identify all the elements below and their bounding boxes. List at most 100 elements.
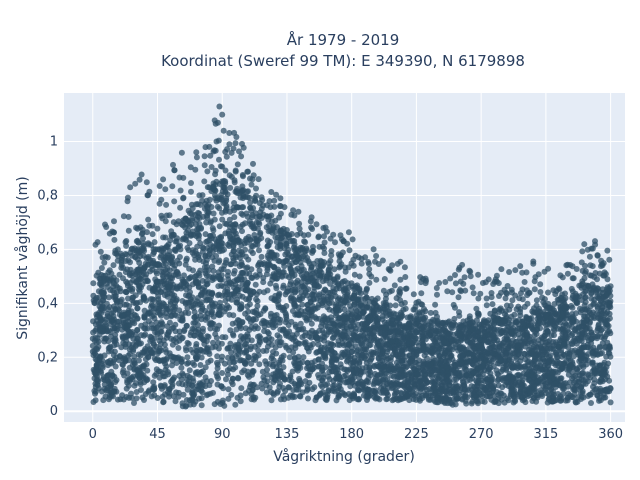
data-point xyxy=(163,280,170,287)
data-point xyxy=(333,285,340,292)
data-point xyxy=(453,393,460,400)
data-point xyxy=(280,352,287,359)
data-point xyxy=(187,346,194,353)
data-point xyxy=(481,387,488,394)
data-point xyxy=(275,268,282,275)
data-point xyxy=(199,389,206,396)
data-point xyxy=(384,324,391,331)
data-point xyxy=(183,255,190,262)
data-point xyxy=(133,395,140,402)
data-point xyxy=(340,314,347,321)
data-point xyxy=(91,369,98,376)
data-point xyxy=(530,395,537,402)
data-point xyxy=(226,208,233,215)
data-point xyxy=(134,327,141,334)
data-point xyxy=(402,325,409,331)
data-point xyxy=(524,371,531,378)
data-point xyxy=(255,261,262,268)
data-point xyxy=(214,353,221,360)
data-point xyxy=(326,369,333,376)
data-point xyxy=(210,268,217,274)
data-point xyxy=(118,312,125,319)
data-point xyxy=(412,390,419,397)
data-point xyxy=(219,209,225,216)
data-point xyxy=(449,401,456,408)
data-point xyxy=(332,368,339,375)
data-point xyxy=(383,396,390,403)
data-point xyxy=(452,381,459,388)
data-point xyxy=(602,343,609,350)
data-point xyxy=(319,317,326,324)
data-point xyxy=(414,371,421,378)
data-point xyxy=(285,333,292,340)
data-point xyxy=(98,310,105,317)
data-point xyxy=(141,307,148,314)
data-point xyxy=(441,339,448,346)
data-point xyxy=(142,325,149,332)
data-point xyxy=(268,310,274,317)
data-point xyxy=(205,333,212,340)
data-point xyxy=(263,224,270,231)
data-point xyxy=(224,241,231,248)
data-point xyxy=(129,294,136,301)
data-point xyxy=(131,359,138,366)
data-point xyxy=(372,349,379,356)
data-point xyxy=(525,386,532,393)
data-point xyxy=(494,326,500,333)
data-point xyxy=(224,272,231,279)
data-point xyxy=(209,291,215,297)
data-point xyxy=(181,272,187,279)
data-point xyxy=(178,364,185,371)
data-point xyxy=(572,399,579,406)
data-point xyxy=(541,332,548,339)
data-point xyxy=(311,384,318,391)
data-point xyxy=(198,395,205,402)
data-point xyxy=(602,320,609,327)
data-point xyxy=(577,356,584,362)
data-point xyxy=(579,370,586,377)
data-point xyxy=(123,385,130,392)
data-point xyxy=(297,364,304,371)
data-point xyxy=(164,369,171,375)
data-point xyxy=(171,265,178,272)
data-point xyxy=(573,340,580,347)
data-point xyxy=(126,394,132,401)
data-point xyxy=(499,384,506,391)
data-point xyxy=(254,303,261,309)
data-point xyxy=(304,360,311,367)
data-point xyxy=(105,306,112,313)
data-point xyxy=(92,390,98,397)
data-point xyxy=(306,260,313,267)
data-point xyxy=(587,391,594,398)
data-point xyxy=(195,235,202,242)
data-point xyxy=(213,241,220,248)
data-point xyxy=(126,351,133,357)
data-point xyxy=(329,320,336,327)
data-point xyxy=(430,337,437,343)
data-point xyxy=(197,346,204,353)
data-point xyxy=(442,388,449,395)
data-point xyxy=(305,395,311,402)
data-point xyxy=(484,379,491,385)
data-point xyxy=(193,341,200,347)
data-point xyxy=(293,330,300,337)
data-point xyxy=(90,399,97,405)
data-point xyxy=(191,362,198,368)
data-point xyxy=(222,292,229,299)
data-point xyxy=(337,361,344,368)
data-point xyxy=(288,378,295,385)
data-point xyxy=(381,370,388,377)
chart-title-line1: År 1979 - 2019 xyxy=(287,30,400,49)
data-point xyxy=(335,323,342,330)
data-point xyxy=(225,230,232,237)
data-point xyxy=(328,299,335,306)
data-point xyxy=(443,357,450,364)
data-point xyxy=(245,296,252,303)
data-point xyxy=(134,305,141,312)
data-point xyxy=(151,392,158,399)
data-point xyxy=(94,381,101,388)
data-point xyxy=(116,285,123,292)
data-point xyxy=(110,303,117,310)
data-point xyxy=(509,337,516,344)
data-point xyxy=(255,352,262,359)
